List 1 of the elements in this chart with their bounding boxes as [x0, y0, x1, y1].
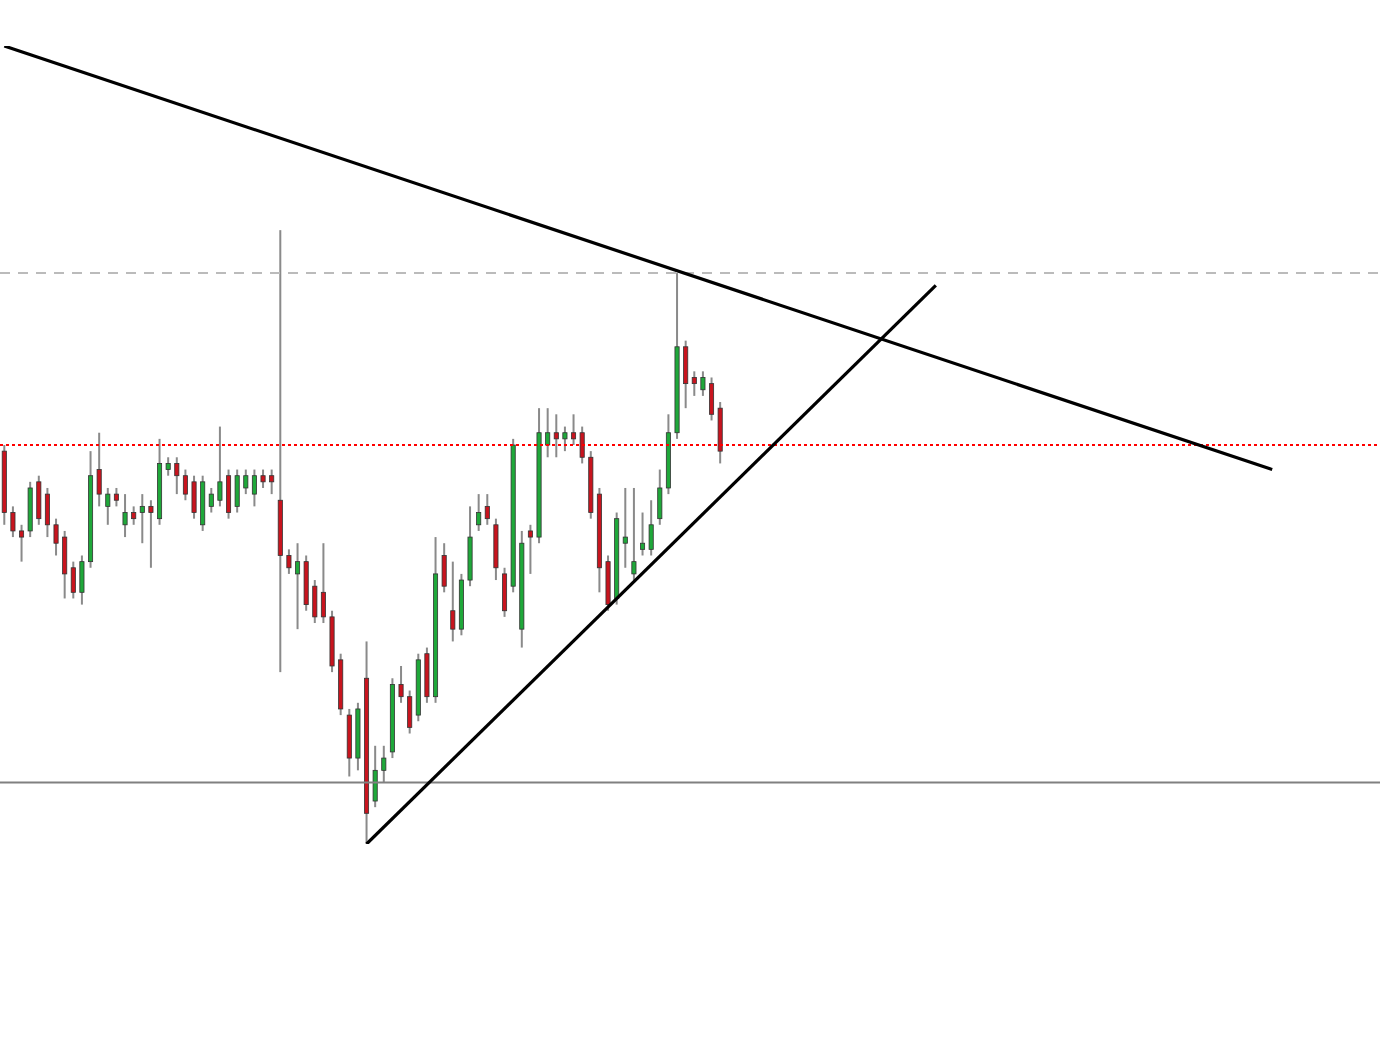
candlestick — [622, 487, 628, 568]
